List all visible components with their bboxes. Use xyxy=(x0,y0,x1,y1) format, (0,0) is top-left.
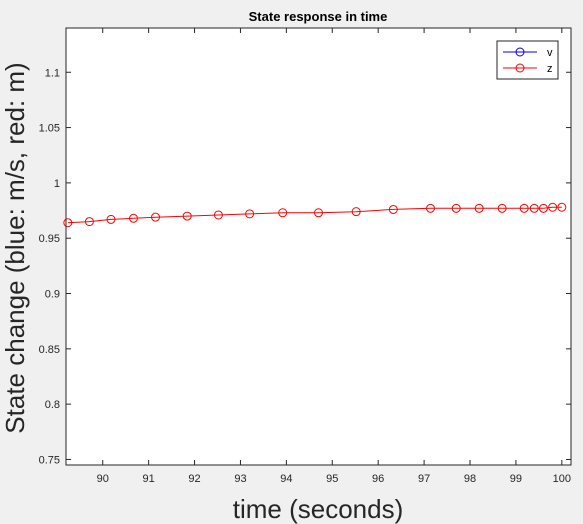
legend-label-z: z xyxy=(547,63,553,75)
legend-marker-v xyxy=(515,47,525,57)
data-point-z[interactable] xyxy=(497,203,507,213)
y-tick-label: 1.05 xyxy=(39,123,60,135)
data-point-z[interactable] xyxy=(213,210,223,220)
x-tick-label: 92 xyxy=(188,473,200,485)
y-tick-label: 0.95 xyxy=(39,233,60,245)
x-tick-label: 93 xyxy=(234,473,246,485)
data-point-z[interactable] xyxy=(128,213,138,223)
data-point-z[interactable] xyxy=(426,203,436,213)
data-point-z[interactable] xyxy=(182,211,192,221)
data-point-z[interactable] xyxy=(245,209,255,219)
chart-title: State response in time xyxy=(249,9,388,24)
x-tick-label: 99 xyxy=(510,473,522,485)
data-point-z[interactable] xyxy=(474,203,484,213)
x-tick-label: 97 xyxy=(418,473,430,485)
data-point-z[interactable] xyxy=(538,203,548,213)
data-point-z[interactable] xyxy=(84,217,94,227)
x-tick-label: 100 xyxy=(553,473,571,485)
data-point-z[interactable] xyxy=(388,204,398,214)
data-point-z[interactable] xyxy=(519,203,529,213)
legend-marker-z xyxy=(515,63,525,73)
data-point-z[interactable] xyxy=(557,202,567,212)
y-tick-label: 1 xyxy=(54,178,60,190)
series-z xyxy=(63,202,567,228)
data-point-z[interactable] xyxy=(548,202,558,212)
legend-label-v: v xyxy=(547,47,553,59)
series-layer xyxy=(63,202,567,228)
data-point-z[interactable] xyxy=(314,208,323,218)
legend[interactable]: vz xyxy=(496,40,559,80)
series-line-z xyxy=(67,206,562,224)
axes: 90 91 92 93 94 95 96 97 98 99 100 0.75 0.8 0.85 0.9 0.9… xyxy=(39,28,571,485)
y-tick-label: 0.8 xyxy=(45,399,60,411)
data-point-z[interactable] xyxy=(529,203,539,213)
x-tick-label: 94 xyxy=(280,473,292,485)
data-point-z[interactable] xyxy=(63,218,73,228)
data-point-z[interactable] xyxy=(278,208,288,218)
x-tick-label: 90 xyxy=(97,473,109,485)
legend-item-z[interactable]: z xyxy=(503,63,553,75)
plot-frame xyxy=(65,27,572,466)
y-tick-label: 0.75 xyxy=(39,454,60,466)
x-tick-label: 95 xyxy=(326,473,338,485)
y-tick-label: 0.85 xyxy=(39,344,60,356)
legend-item-v[interactable]: v xyxy=(503,47,553,59)
x-tick-label: 91 xyxy=(143,473,155,485)
data-point-z[interactable] xyxy=(451,203,461,213)
data-point-z[interactable] xyxy=(351,207,361,217)
x-axis-label: time (seconds) xyxy=(233,494,404,524)
y-tick-label: 1.1 xyxy=(45,67,60,79)
x-tick-label: 98 xyxy=(464,473,476,485)
data-point-z[interactable] xyxy=(106,214,116,224)
plot-area[interactable] xyxy=(66,28,571,465)
data-point-z[interactable] xyxy=(151,212,161,222)
y-axis-label: State change (blue: m/s, red: m) xyxy=(0,62,30,433)
y-tick-label: 0.9 xyxy=(45,289,60,301)
legend-box xyxy=(496,40,559,80)
x-tick-label: 96 xyxy=(372,473,384,485)
